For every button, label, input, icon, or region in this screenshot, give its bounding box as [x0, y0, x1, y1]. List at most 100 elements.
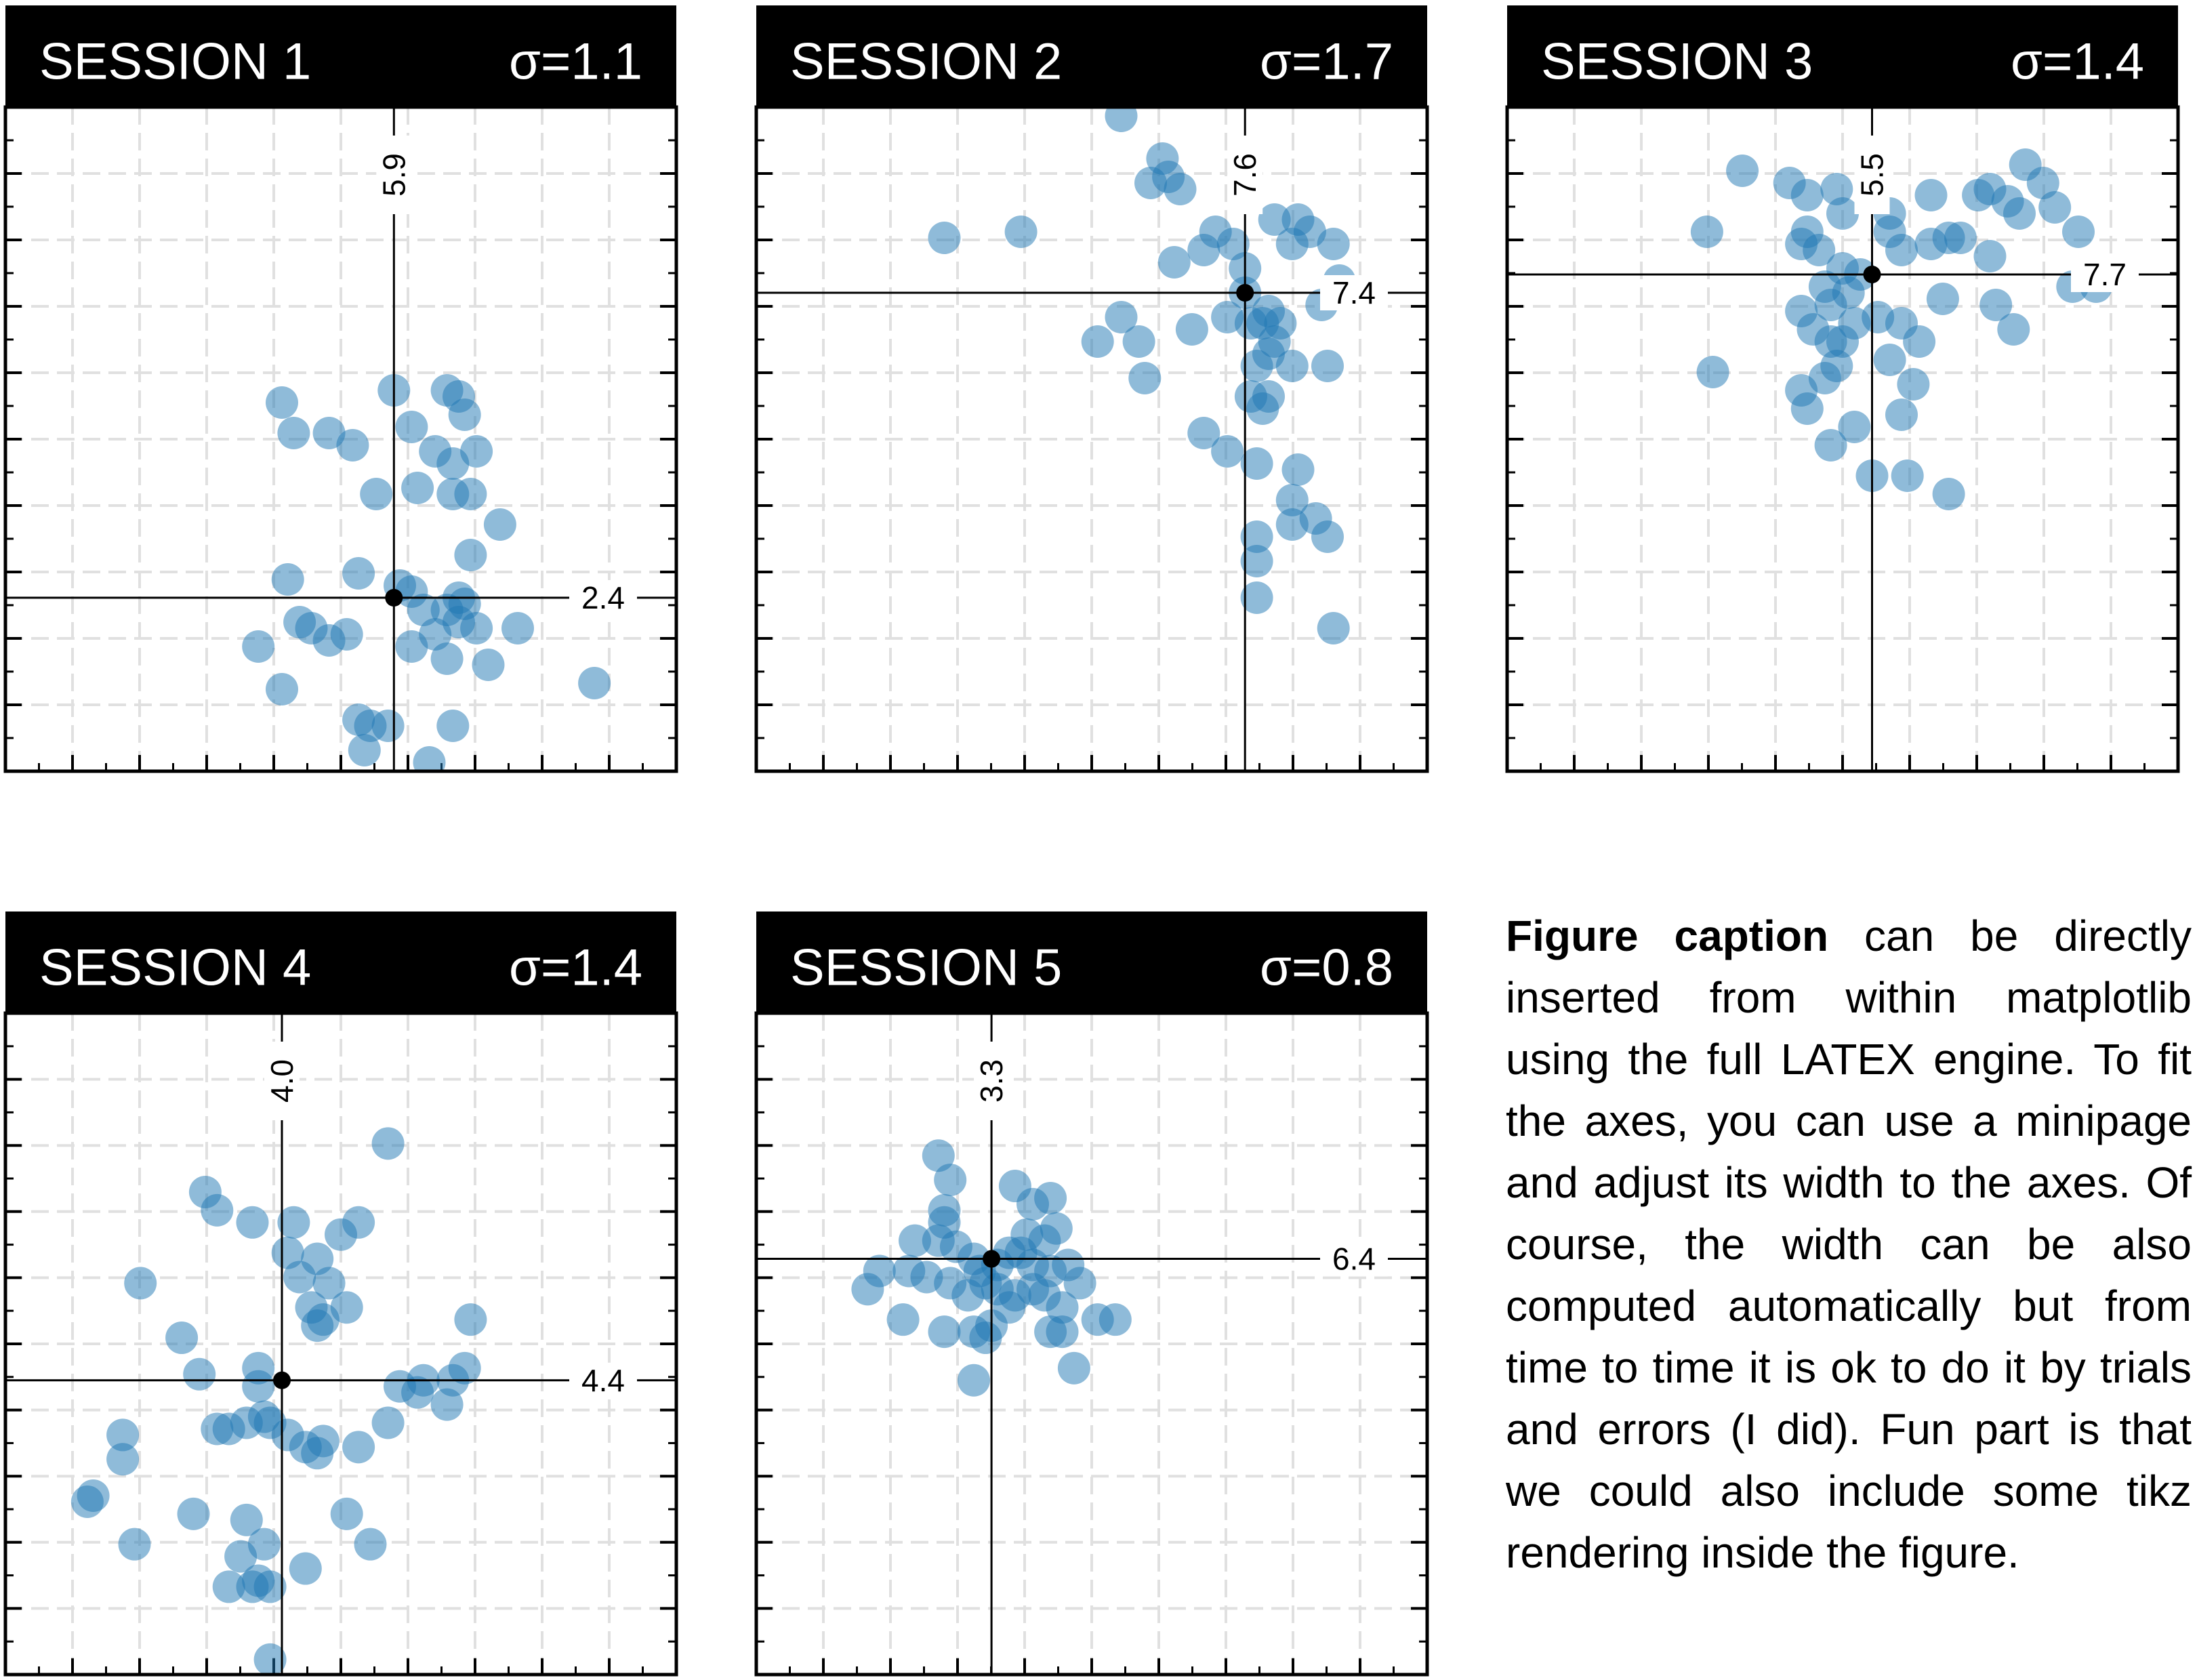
data-point	[360, 478, 393, 510]
data-point	[436, 710, 470, 742]
data-point	[1820, 173, 1853, 205]
data-point	[1275, 350, 1309, 382]
data-point	[201, 1193, 234, 1227]
mean-x-label: 3.3	[974, 1059, 1009, 1103]
data-point	[899, 1224, 931, 1257]
mean-y-label: 7.4	[1332, 275, 1376, 310]
data-point	[1122, 325, 1155, 358]
data-point	[253, 1643, 287, 1675]
data-point	[395, 411, 428, 443]
data-point	[289, 1552, 322, 1585]
data-point	[928, 1315, 961, 1349]
mean-x-label: 5.5	[1855, 153, 1890, 197]
data-point	[106, 1443, 140, 1476]
data-point	[1098, 1303, 1132, 1336]
data-point	[1275, 484, 1309, 516]
data-point	[2038, 191, 2072, 224]
data-point	[501, 612, 534, 644]
data-point	[306, 1425, 340, 1458]
data-point	[1063, 1267, 1096, 1300]
grid	[756, 1013, 1427, 1675]
data-point	[1240, 447, 1273, 480]
data-point	[1914, 228, 1948, 260]
data-point	[330, 1291, 363, 1324]
data-point	[1081, 325, 1114, 358]
data-point	[460, 612, 493, 644]
data-point	[124, 1267, 157, 1300]
mean-dot	[385, 589, 403, 607]
mean-y-label-bg	[1320, 1241, 1388, 1277]
data-point	[1105, 107, 1138, 132]
grid	[5, 107, 676, 771]
panel-session-4: 4.0 4.4 SESSION 4 σ=1.4	[3, 911, 678, 1677]
data-point	[1914, 179, 1948, 211]
panel-session-1: 5.9 2.4 SESSION 1 σ=1.1	[3, 5, 678, 773]
mean-dot	[983, 1250, 1001, 1268]
data-point	[371, 1406, 405, 1439]
grid	[756, 107, 1427, 771]
data-point	[242, 1370, 275, 1403]
data-point	[407, 594, 440, 626]
data-point	[1726, 155, 1759, 187]
panel-session-2: 7.6 7.4 SESSION 2 σ=1.7	[754, 5, 1429, 773]
mean-dot	[1236, 284, 1254, 302]
data-point	[201, 1412, 234, 1446]
axis-ticks	[5, 139, 676, 771]
data-point	[1873, 344, 1906, 376]
panel-title: SESSION 3	[1541, 33, 1813, 91]
data-point	[1696, 356, 1729, 388]
data-point	[253, 1570, 287, 1603]
panel-title: SESSION 4	[39, 939, 311, 997]
data-point	[958, 1364, 990, 1397]
data-point	[401, 472, 434, 504]
mean-x-label-bg	[376, 136, 412, 214]
data-point	[230, 1503, 263, 1536]
data-point	[448, 398, 481, 431]
mean-dot	[1863, 266, 1881, 283]
data-point	[1046, 1315, 1079, 1349]
data-point	[106, 1418, 140, 1452]
data-point	[301, 1242, 334, 1275]
data-point	[342, 1431, 375, 1464]
data-point	[454, 539, 487, 571]
data-point	[212, 1570, 245, 1603]
data-point	[1814, 289, 1847, 321]
data-point	[1128, 362, 1162, 394]
mean-y-label-bg	[569, 580, 637, 615]
data-point	[2062, 216, 2095, 248]
data-points	[1690, 148, 2113, 510]
data-point	[312, 1267, 346, 1300]
axis-ticks	[5, 1045, 676, 1675]
data-point	[851, 1273, 884, 1306]
panel-header	[5, 5, 676, 107]
data-point	[1105, 301, 1138, 333]
data-point	[1240, 520, 1273, 553]
data-point	[454, 478, 487, 510]
data-point	[395, 630, 428, 663]
panel-sigma: σ=1.4	[509, 939, 642, 997]
data-points	[851, 1139, 1132, 1397]
data-point	[1317, 228, 1350, 260]
data-point	[336, 429, 369, 462]
panel-sigma: σ=1.7	[1260, 33, 1393, 91]
data-point	[1275, 228, 1309, 260]
grid	[5, 1013, 676, 1675]
mean-y-label: 2.4	[581, 580, 625, 615]
data-point	[1885, 398, 1918, 431]
data-point	[1790, 392, 1824, 425]
mean-x-label-bg	[974, 1042, 1010, 1120]
data-point	[371, 710, 405, 742]
data-points	[928, 107, 1356, 644]
panel-title: SESSION 5	[790, 939, 1062, 997]
mean-dot	[273, 1371, 291, 1389]
data-point	[578, 667, 611, 699]
data-point	[1873, 216, 1906, 248]
panel-sigma: σ=1.4	[2011, 33, 2144, 91]
data-point	[266, 386, 298, 419]
data-point	[118, 1528, 151, 1561]
data-point	[430, 1388, 464, 1421]
panel-sigma: σ=1.1	[509, 33, 642, 91]
mean-y-label: 6.4	[1332, 1242, 1376, 1277]
data-point	[472, 649, 505, 681]
